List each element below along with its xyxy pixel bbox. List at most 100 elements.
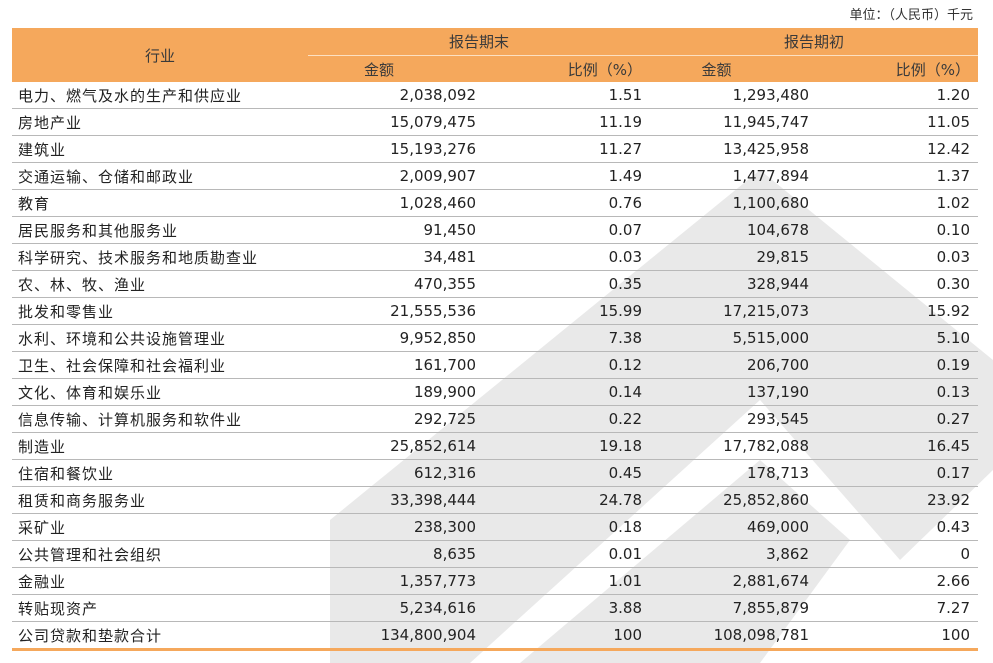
end-ratio-cell: 11.19 (484, 108, 651, 136)
industry-name-cell: 租赁和商务服务业 (12, 486, 308, 514)
end-amount-cell: 9,952,850 (308, 324, 484, 352)
end-amount-cell: 470,355 (308, 270, 484, 298)
start-amount-cell: 108,098,781 (650, 621, 818, 651)
end-ratio-cell: 1.01 (484, 567, 651, 595)
end-amount-cell: 189,900 (308, 378, 484, 406)
industry-name-cell: 采矿业 (12, 513, 308, 541)
start-amount-cell: 206,700 (650, 351, 818, 379)
industry-name-cell: 居民服务和其他服务业 (12, 216, 308, 244)
end-ratio-cell: 0.03 (484, 243, 651, 271)
table-row: 电力、燃气及水的生产和供应业 2,038,092 1.51 1,293,480 1.20 (12, 82, 979, 109)
start-amount-cell: 3,862 (650, 540, 818, 568)
table-row: 文化、体育和娱乐业 189,900 0.14 137,190 0.13 (12, 378, 979, 406)
start-ratio-cell: 1.37 (817, 162, 979, 190)
start-ratio-cell: 0.03 (817, 243, 979, 271)
industry-name-cell: 文化、体育和娱乐业 (12, 378, 308, 406)
end-ratio-cell: 0.12 (484, 351, 651, 379)
table-row: 信息传输、计算机服务和软件业 292,725 0.22 293,545 0.27 (12, 405, 979, 433)
industry-name-cell: 制造业 (12, 432, 308, 460)
table-row: 水利、环境和公共设施管理业 9,952,850 7.38 5,515,000 5.10 (12, 324, 979, 352)
start-amount-cell: 178,713 (650, 459, 818, 487)
start-ratio-cell: 0 (817, 540, 979, 568)
start-ratio-cell: 2.66 (817, 567, 979, 595)
start-amount-cell: 328,944 (650, 270, 818, 298)
header-start-ratio: 比例（%） (817, 55, 979, 82)
end-amount-cell: 238,300 (308, 513, 484, 541)
end-ratio-cell: 1.49 (484, 162, 651, 190)
end-amount-cell: 8,635 (308, 540, 484, 568)
start-amount-cell: 1,477,894 (650, 162, 818, 190)
table-row: 金融业 1,357,773 1.01 2,881,674 2.66 (12, 567, 979, 595)
start-amount-cell: 17,782,088 (650, 432, 818, 460)
end-ratio-cell: 0.07 (484, 216, 651, 244)
header-end-amount: 金额 (308, 55, 484, 82)
end-ratio-cell: 11.27 (484, 135, 651, 163)
table-row: 租赁和商务服务业 33,398,444 24.78 25,852,860 23.92 (12, 486, 979, 514)
industry-name-cell: 公司贷款和垫款合计 (12, 621, 308, 651)
end-ratio-cell: 1.51 (484, 82, 651, 109)
table-row: 科学研究、技术服务和地质勘查业 34,481 0.03 29,815 0.03 (12, 243, 979, 271)
industry-name-cell: 科学研究、技术服务和地质勘查业 (12, 243, 308, 271)
start-amount-cell: 11,945,747 (650, 108, 818, 136)
start-amount-cell: 2,881,674 (650, 567, 818, 595)
table-row: 批发和零售业 21,555,536 15.99 17,215,073 15.92 (12, 297, 979, 325)
end-ratio-cell: 19.18 (484, 432, 651, 460)
end-ratio-cell: 0.01 (484, 540, 651, 568)
table-row: 农、林、牧、渔业 470,355 0.35 328,944 0.30 (12, 270, 979, 298)
start-amount-cell: 293,545 (650, 405, 818, 433)
end-amount-cell: 292,725 (308, 405, 484, 433)
start-ratio-cell: 0.27 (817, 405, 979, 433)
end-ratio-cell: 24.78 (484, 486, 651, 514)
table-row: 教育 1,028,460 0.76 1,100,680 1.02 (12, 189, 979, 217)
end-amount-cell: 2,038,092 (308, 82, 484, 109)
industry-name-cell: 房地产业 (12, 108, 308, 136)
start-ratio-cell: 1.02 (817, 189, 979, 217)
start-ratio-cell: 100 (817, 621, 979, 651)
start-ratio-cell: 0.10 (817, 216, 979, 244)
end-ratio-cell: 0.35 (484, 270, 651, 298)
industry-name-cell: 批发和零售业 (12, 297, 308, 325)
end-amount-cell: 15,079,475 (308, 108, 484, 136)
end-amount-cell: 134,800,904 (308, 621, 484, 651)
unit-label: 单位：（人民币）千元 (849, 8, 973, 23)
end-ratio-cell: 7.38 (484, 324, 651, 352)
table-row: 公共管理和社会组织 8,635 0.01 3,862 0 (12, 540, 979, 568)
start-ratio-cell: 0.30 (817, 270, 979, 298)
industry-name-cell: 农、林、牧、渔业 (12, 270, 308, 298)
end-ratio-cell: 3.88 (484, 594, 651, 622)
table-body: 电力、燃气及水的生产和供应业 2,038,092 1.51 1,293,480 1.20… (12, 82, 979, 651)
table-row: 交通运输、仓储和邮政业 2,009,907 1.49 1,477,894 1.37 (12, 162, 979, 190)
header-start-amount: 金额 (650, 55, 818, 82)
end-amount-cell: 25,852,614 (308, 432, 484, 460)
start-amount-cell: 104,678 (650, 216, 818, 244)
end-ratio-cell: 100 (484, 621, 651, 651)
table-row: 居民服务和其他服务业 91,450 0.07 104,678 0.10 (12, 216, 979, 244)
start-ratio-cell: 7.27 (817, 594, 979, 622)
end-amount-cell: 33,398,444 (308, 486, 484, 514)
start-amount-cell: 137,190 (650, 378, 818, 406)
end-ratio-cell: 15.99 (484, 297, 651, 325)
start-amount-cell: 29,815 (650, 243, 818, 271)
header-industry: 行业 (12, 28, 308, 82)
table-row: 住宿和餐饮业 612,316 0.45 178,713 0.17 (12, 459, 979, 487)
start-ratio-cell: 0.13 (817, 378, 979, 406)
table-row: 卫生、社会保障和社会福利业 161,700 0.12 206,700 0.19 (12, 351, 979, 379)
end-amount-cell: 91,450 (308, 216, 484, 244)
end-amount-cell: 2,009,907 (308, 162, 484, 190)
start-ratio-cell: 15.92 (817, 297, 979, 325)
industry-name-cell: 转贴现资产 (12, 594, 308, 622)
start-ratio-cell: 12.42 (817, 135, 979, 163)
end-amount-cell: 161,700 (308, 351, 484, 379)
table-row: 制造业 25,852,614 19.18 17,782,088 16.45 (12, 432, 979, 460)
start-ratio-cell: 11.05 (817, 108, 979, 136)
end-amount-cell: 612,316 (308, 459, 484, 487)
start-ratio-cell: 1.20 (817, 82, 979, 109)
industry-name-cell: 水利、环境和公共设施管理业 (12, 324, 308, 352)
industry-name-cell: 卫生、社会保障和社会福利业 (12, 351, 308, 379)
start-ratio-cell: 5.10 (817, 324, 979, 352)
header-period-end: 报告期末 (308, 28, 651, 56)
start-ratio-cell: 16.45 (817, 432, 979, 460)
end-amount-cell: 5,234,616 (308, 594, 484, 622)
industry-name-cell: 交通运输、仓储和邮政业 (12, 162, 308, 190)
industry-name-cell: 教育 (12, 189, 308, 217)
